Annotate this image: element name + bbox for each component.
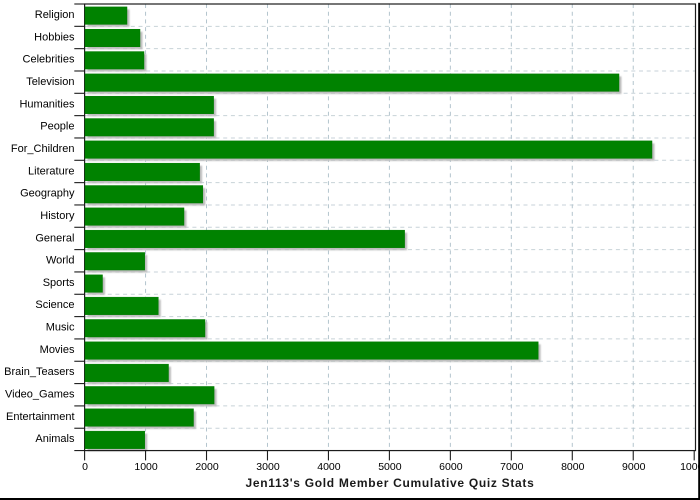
svg-text:Entertainment: Entertainment [6, 411, 74, 423]
svg-text:7000: 7000 [500, 461, 524, 473]
svg-text:10000: 10000 [680, 461, 700, 473]
svg-text:Sports: Sports [43, 277, 75, 289]
svg-text:4000: 4000 [317, 461, 341, 473]
svg-text:Celebrities: Celebrities [23, 54, 75, 66]
svg-text:Television: Television [26, 76, 74, 88]
svg-text:8000: 8000 [561, 461, 585, 473]
svg-text:Religion: Religion [35, 9, 75, 21]
svg-text:Geography: Geography [20, 188, 75, 200]
svg-text:Humanities: Humanities [19, 98, 75, 110]
svg-text:Movies: Movies [40, 344, 75, 356]
svg-text:Animals: Animals [35, 433, 75, 445]
svg-text:6000: 6000 [439, 461, 463, 473]
svg-text:World: World [46, 255, 75, 267]
svg-text:Literature: Literature [28, 165, 74, 177]
svg-text:2000: 2000 [195, 461, 219, 473]
svg-text:For_Children: For_Children [11, 143, 75, 155]
svg-text:History: History [40, 210, 75, 222]
svg-text:Brain_Teasers: Brain_Teasers [4, 366, 75, 378]
svg-text:People: People [40, 121, 74, 133]
svg-text:Music: Music [46, 322, 75, 334]
svg-text:Video_Games: Video_Games [5, 389, 75, 401]
svg-text:5000: 5000 [378, 461, 402, 473]
svg-text:General: General [35, 232, 74, 244]
svg-text:0: 0 [82, 461, 88, 473]
svg-text:Science: Science [35, 299, 74, 311]
svg-text:3000: 3000 [256, 461, 280, 473]
svg-text:Hobbies: Hobbies [34, 31, 75, 43]
svg-text:1000: 1000 [134, 461, 158, 473]
svg-text:9000: 9000 [622, 461, 646, 473]
svg-text:Jen113's Gold Member Cumulativ: Jen113's Gold Member Cumulative Quiz Sta… [246, 476, 535, 490]
